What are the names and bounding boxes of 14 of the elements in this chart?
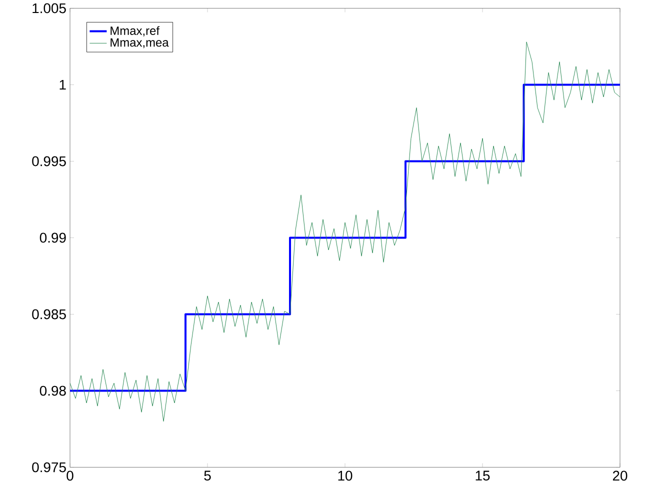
y-tick-label: 0.98 [40,386,66,396]
legend-label: Mmax,mea [110,38,169,48]
y-tick-label: 1.005 [32,3,66,14]
y-tick-label: 0.985 [32,309,66,320]
x-tick-label: 20 [612,470,628,481]
y-tick-label: 1 [60,80,66,90]
y-tick-label: 0.99 [40,232,66,243]
x-tick-label: 0 [66,470,74,481]
x-tick-label: 10 [338,470,352,481]
y-tick-label: 0.975 [32,462,66,472]
x-tick-label: 15 [476,470,490,480]
y-tick-label: 0.995 [32,156,66,166]
x-tick-label: 5 [204,470,211,480]
legend-label: Mmax,ref [110,26,160,36]
